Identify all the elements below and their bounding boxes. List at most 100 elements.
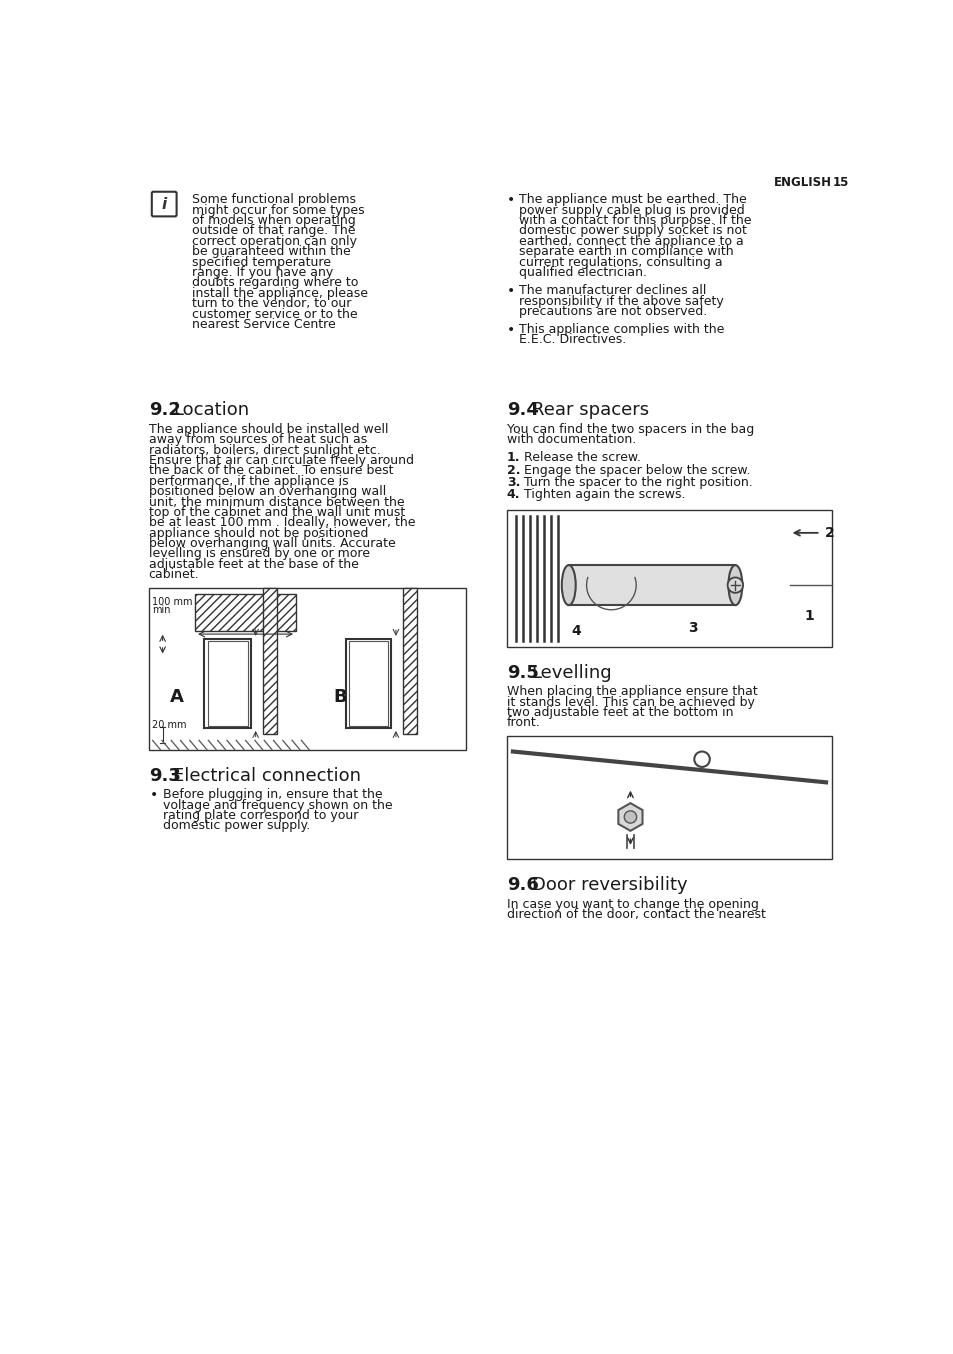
Text: Rear spacers: Rear spacers — [531, 401, 648, 420]
Text: 3: 3 — [687, 620, 697, 635]
Text: outside of that range. The: outside of that range. The — [192, 225, 355, 237]
Bar — [149, 588, 466, 750]
Circle shape — [623, 811, 636, 823]
Text: Engage the spacer below the screw.: Engage the spacer below the screw. — [523, 463, 749, 477]
Text: radiators, boilers, direct sunlight etc.: radiators, boilers, direct sunlight etc. — [149, 444, 380, 456]
Text: Turn the spacer to the right position.: Turn the spacer to the right position. — [523, 475, 752, 489]
Text: domestic power supply socket is not: domestic power supply socket is not — [518, 225, 746, 237]
Text: responsibility if the above safety: responsibility if the above safety — [518, 295, 723, 307]
Bar — [346, 639, 391, 728]
Text: Tighten again the screws.: Tighten again the screws. — [523, 489, 684, 501]
Text: power supply cable plug is provided: power supply cable plug is provided — [518, 203, 744, 217]
Text: specified temperature: specified temperature — [192, 256, 331, 268]
Text: 9.2: 9.2 — [149, 401, 180, 420]
Text: •: • — [506, 324, 515, 337]
Ellipse shape — [728, 565, 741, 605]
Text: E.E.C. Directives.: E.E.C. Directives. — [518, 333, 626, 347]
Text: Release the screw.: Release the screw. — [523, 451, 640, 464]
Text: When placing the appliance ensure that: When placing the appliance ensure that — [506, 685, 757, 699]
Text: 2.: 2. — [506, 463, 519, 477]
Text: range. If you have any: range. If you have any — [192, 265, 333, 279]
Ellipse shape — [561, 565, 575, 605]
Text: levelling is ensured by one or more: levelling is ensured by one or more — [149, 547, 370, 561]
Text: A: A — [171, 688, 184, 705]
Bar — [402, 588, 416, 734]
Bar — [195, 594, 295, 631]
Text: Some functional problems: Some functional problems — [192, 194, 355, 206]
Bar — [506, 509, 831, 647]
Text: Location: Location — [173, 401, 250, 420]
Text: rating plate correspond to your: rating plate correspond to your — [162, 808, 357, 822]
Text: two adjustable feet at the bottom in: two adjustable feet at the bottom in — [506, 705, 733, 719]
Text: with documentation.: with documentation. — [506, 433, 636, 445]
Text: away from sources of heat such as: away from sources of heat such as — [149, 433, 367, 445]
Polygon shape — [618, 803, 642, 831]
Text: This appliance complies with the: This appliance complies with the — [518, 324, 723, 336]
Text: correct operation can only: correct operation can only — [192, 234, 356, 248]
Bar — [349, 640, 388, 726]
Text: it stands level. This can be achieved by: it stands level. This can be achieved by — [506, 696, 754, 708]
Text: 9.5: 9.5 — [506, 663, 538, 682]
Text: 20 mm: 20 mm — [152, 720, 186, 730]
Text: domestic power supply.: domestic power supply. — [162, 819, 310, 833]
Text: Ensure that air can circulate freely around: Ensure that air can circulate freely aro… — [149, 454, 414, 467]
Text: In case you want to change the opening: In case you want to change the opening — [506, 898, 758, 911]
Text: voltage and frequency shown on the: voltage and frequency shown on the — [162, 799, 392, 811]
Text: of models when operating: of models when operating — [192, 214, 355, 227]
Circle shape — [694, 751, 709, 766]
Text: 100 mm: 100 mm — [152, 597, 193, 607]
Text: 1.: 1. — [506, 451, 519, 464]
Text: adjustable feet at the base of the: adjustable feet at the base of the — [149, 558, 358, 571]
Text: •: • — [150, 788, 158, 802]
Text: 4.: 4. — [506, 489, 519, 501]
Text: unit, the minimum distance between the: unit, the minimum distance between the — [149, 496, 404, 509]
Text: separate earth in compliance with: separate earth in compliance with — [518, 245, 733, 259]
Text: performance, if the appliance is: performance, if the appliance is — [149, 475, 348, 487]
Text: Before plugging in, ensure that the: Before plugging in, ensure that the — [162, 788, 382, 802]
Bar — [262, 588, 276, 734]
Text: 2: 2 — [824, 525, 834, 540]
Text: The appliance should be installed well: The appliance should be installed well — [149, 422, 388, 436]
Text: be at least 100 mm . Ideally, however, the: be at least 100 mm . Ideally, however, t… — [149, 516, 415, 529]
Text: 9.4: 9.4 — [506, 401, 538, 420]
Text: doubts regarding where to: doubts regarding where to — [192, 276, 358, 290]
Text: 4: 4 — [571, 624, 580, 638]
Bar — [506, 737, 831, 860]
Text: earthed, connect the appliance to a: earthed, connect the appliance to a — [518, 234, 743, 248]
Text: customer service or to the: customer service or to the — [192, 307, 357, 321]
Text: min: min — [152, 605, 171, 615]
Text: precautions are not observed.: precautions are not observed. — [518, 305, 707, 318]
Text: with a contact for this purpose. If the: with a contact for this purpose. If the — [518, 214, 751, 227]
Text: direction of the door, contact the nearest: direction of the door, contact the neare… — [506, 909, 765, 921]
Text: The appliance must be earthed. The: The appliance must be earthed. The — [518, 194, 746, 206]
Text: Electrical connection: Electrical connection — [173, 766, 361, 784]
Text: 15: 15 — [832, 176, 848, 190]
Text: appliance should not be positioned: appliance should not be positioned — [149, 527, 368, 540]
Text: front.: front. — [506, 716, 540, 730]
FancyBboxPatch shape — [152, 192, 176, 217]
Text: Levelling: Levelling — [531, 663, 612, 682]
Text: B: B — [333, 688, 346, 705]
Text: cabinet.: cabinet. — [149, 569, 199, 581]
Circle shape — [727, 577, 742, 593]
Text: be guaranteed within the: be guaranteed within the — [192, 245, 351, 259]
Text: 9.6: 9.6 — [506, 876, 538, 894]
Text: current regulations, consulting a: current regulations, consulting a — [518, 256, 722, 268]
Text: 9.3: 9.3 — [149, 766, 180, 784]
Text: i: i — [161, 196, 167, 211]
Text: positioned below an overhanging wall: positioned below an overhanging wall — [149, 485, 386, 498]
Text: Door reversibility: Door reversibility — [531, 876, 686, 894]
Text: below overhanging wall units. Accurate: below overhanging wall units. Accurate — [149, 538, 395, 550]
Text: 3.: 3. — [506, 475, 519, 489]
Text: turn to the vendor, to our: turn to the vendor, to our — [192, 298, 351, 310]
Text: top of the cabinet and the wall unit must: top of the cabinet and the wall unit mus… — [149, 506, 404, 519]
Bar — [208, 640, 248, 726]
Bar — [568, 565, 735, 605]
Text: qualified electrician.: qualified electrician. — [518, 265, 646, 279]
Text: the back of the cabinet. To ensure best: the back of the cabinet. To ensure best — [149, 464, 393, 478]
Text: install the appliance, please: install the appliance, please — [192, 287, 368, 299]
Text: ENGLISH: ENGLISH — [773, 176, 831, 190]
Text: might occur for some types: might occur for some types — [192, 203, 364, 217]
Text: •: • — [506, 194, 515, 207]
Text: nearest Service Centre: nearest Service Centre — [192, 318, 335, 330]
